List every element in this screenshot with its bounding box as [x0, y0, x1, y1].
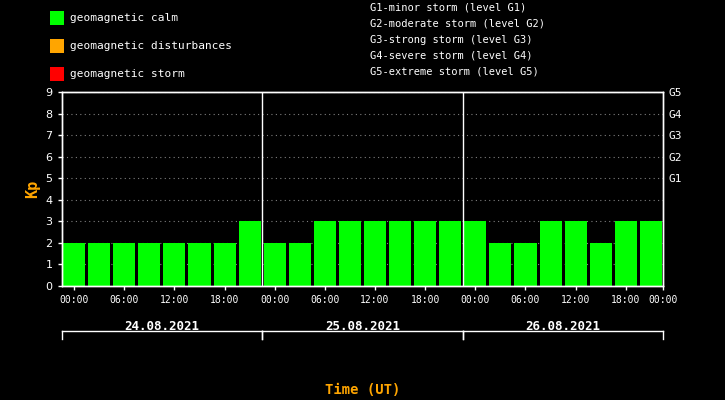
- Bar: [239, 221, 261, 286]
- Bar: [414, 221, 436, 286]
- Y-axis label: Kp: Kp: [25, 180, 40, 198]
- Bar: [163, 243, 186, 286]
- Bar: [364, 221, 386, 286]
- Bar: [339, 221, 361, 286]
- Bar: [464, 221, 486, 286]
- Text: geomagnetic storm: geomagnetic storm: [70, 69, 185, 79]
- Text: 25.08.2021: 25.08.2021: [325, 320, 400, 332]
- Bar: [515, 243, 536, 286]
- Bar: [138, 243, 160, 286]
- Bar: [63, 243, 86, 286]
- Text: Time (UT): Time (UT): [325, 383, 400, 397]
- Bar: [188, 243, 210, 286]
- Bar: [439, 221, 461, 286]
- Text: 26.08.2021: 26.08.2021: [526, 320, 600, 332]
- Bar: [88, 243, 110, 286]
- Bar: [639, 221, 662, 286]
- Text: G2-moderate storm (level G2): G2-moderate storm (level G2): [370, 19, 545, 29]
- Bar: [615, 221, 637, 286]
- Text: geomagnetic calm: geomagnetic calm: [70, 13, 178, 23]
- Text: 24.08.2021: 24.08.2021: [125, 320, 199, 332]
- Bar: [489, 243, 511, 286]
- Bar: [113, 243, 136, 286]
- Text: G3-strong storm (level G3): G3-strong storm (level G3): [370, 35, 532, 45]
- Bar: [314, 221, 336, 286]
- Bar: [264, 243, 286, 286]
- Text: G1-minor storm (level G1): G1-minor storm (level G1): [370, 3, 526, 13]
- Bar: [539, 221, 562, 286]
- Bar: [389, 221, 411, 286]
- Bar: [50, 67, 64, 81]
- Text: geomagnetic disturbances: geomagnetic disturbances: [70, 41, 232, 51]
- Bar: [214, 243, 236, 286]
- Text: G4-severe storm (level G4): G4-severe storm (level G4): [370, 51, 532, 61]
- Text: G5-extreme storm (level G5): G5-extreme storm (level G5): [370, 67, 539, 77]
- Bar: [289, 243, 311, 286]
- Bar: [50, 39, 64, 53]
- Bar: [50, 11, 64, 25]
- Bar: [565, 221, 587, 286]
- Bar: [589, 243, 612, 286]
